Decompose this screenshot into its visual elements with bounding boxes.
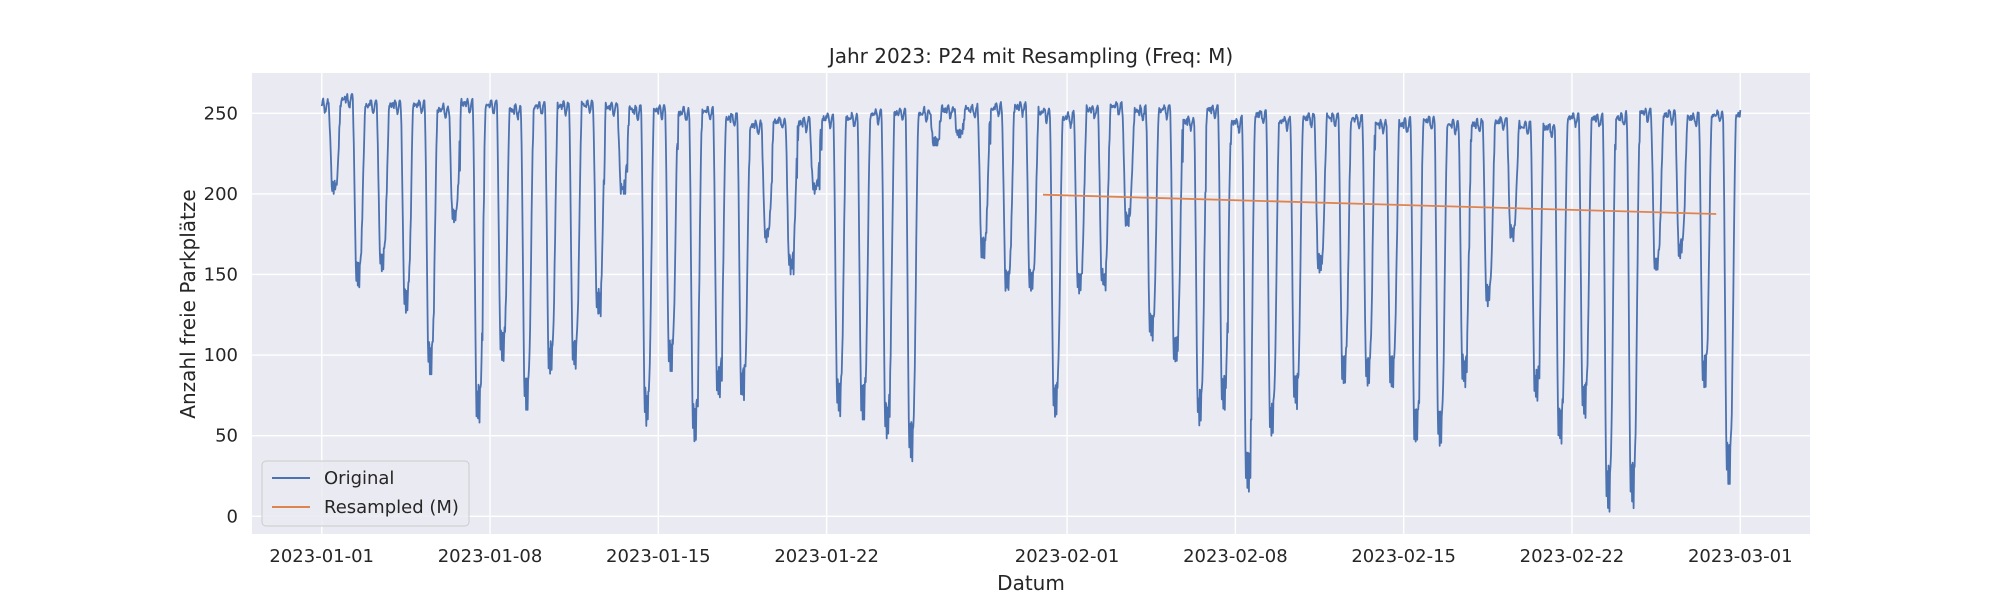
legend-label-original: Original bbox=[324, 468, 394, 489]
x-tick-label: 2023-01-22 bbox=[774, 546, 879, 567]
y-tick-label: 0 bbox=[227, 506, 238, 527]
legend: Original Resampled (M) bbox=[262, 461, 469, 526]
legend-label-resampled: Resampled (M) bbox=[324, 497, 459, 518]
y-tick-label: 200 bbox=[204, 184, 238, 205]
y-tick-label: 100 bbox=[204, 345, 238, 366]
y-axis-title: Anzahl freie Parkplätze bbox=[176, 189, 200, 418]
x-tick-label: 2023-02-15 bbox=[1351, 546, 1456, 567]
x-tick-label: 2023-01-08 bbox=[438, 546, 543, 567]
plot-background bbox=[252, 73, 1810, 534]
x-axis-title: Datum bbox=[997, 571, 1065, 595]
x-tick-label: 2023-02-01 bbox=[1015, 546, 1120, 567]
x-tick-label: 2023-01-15 bbox=[606, 546, 711, 567]
chart-title: Jahr 2023: P24 mit Resampling (Freq: M) bbox=[827, 44, 1233, 68]
x-tick-label: 2023-02-08 bbox=[1183, 546, 1288, 567]
y-tick-label: 50 bbox=[215, 426, 238, 447]
x-tick-label: 2023-03-01 bbox=[1688, 546, 1793, 567]
y-tick-label: 250 bbox=[204, 103, 238, 124]
x-tick-label: 2023-02-22 bbox=[1520, 546, 1625, 567]
y-tick-label: 150 bbox=[204, 264, 238, 285]
x-tick-label: 2023-01-01 bbox=[269, 546, 374, 567]
